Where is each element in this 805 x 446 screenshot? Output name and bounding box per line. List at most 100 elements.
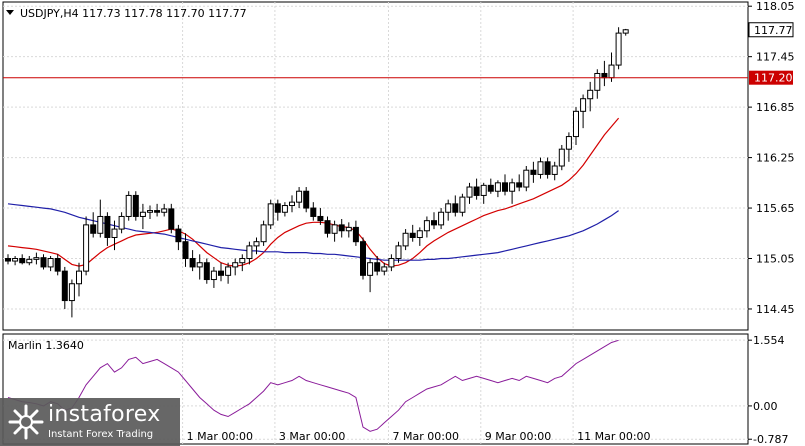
bear-candle-body [324,220,331,234]
instaforex-logo: instaforex Instant Forex Trading [0,398,180,446]
bear-candle-body [5,258,11,262]
candle [161,203,168,217]
bear-candle-body [303,190,310,209]
bull-candle-body [367,262,374,276]
candle [381,262,388,276]
bear-candle-body [175,228,182,243]
bull-candle-body [232,262,239,268]
bull-candle-body [402,232,409,247]
bear-candle-body [409,232,416,238]
bull-candle-body [139,211,146,217]
candle [345,222,352,238]
bear-candle-body [502,182,508,192]
bull-candle-body [225,266,232,276]
candle [61,266,68,309]
bull-candle-body [296,190,303,203]
bull-candle-body [111,228,118,238]
bull-candle-body [289,201,295,207]
bull-candle-body [260,224,267,243]
candle [431,212,437,230]
candle [587,81,594,112]
bear-candle-body [516,182,523,188]
bull-candle-body [438,211,445,226]
bear-candle-body [154,210,161,213]
bull-candle-body [416,230,423,238]
price-tick-label: 117.45 [756,51,795,64]
candle [516,174,523,192]
bear-candle-body [530,169,537,175]
candle [19,254,26,265]
bear-candle-body [54,258,61,272]
candle [239,254,246,272]
price-pane[interactable]: USDJPY,H4 117.73 117.78 117.70 117.77 [2,1,749,331]
time-tick-label: 1 Mar 00:00 [187,430,253,443]
price-tick-label: 118.05 [756,0,795,13]
indicator-axis[interactable]: 1.554 0.00 -0.787 [748,334,788,446]
bear-candle-body [431,220,437,226]
bull-candle-body [388,258,395,268]
candle [218,262,224,282]
instaforex-logo-icon [8,404,44,440]
price-pane-frame [2,1,749,331]
bear-candle-body [61,270,68,302]
logo-name: instaforex [48,402,161,427]
candle [132,191,139,221]
price-axis[interactable]: 118.05 117.45 116.85 116.25 115.65 115.05 114.… [748,0,795,316]
bear-candle-body [203,262,210,281]
bear-candle-body [182,241,189,260]
candle [267,199,274,230]
candle [423,216,430,238]
candle [409,224,416,242]
bull-candle-body [125,194,132,217]
bull-candle-body [147,210,153,213]
candle [338,218,345,238]
bull-candle-body [395,245,402,260]
candle [54,254,61,276]
bear-candle-body [487,184,494,192]
price-tick-label: 116.25 [756,152,795,165]
bull-candle-body [118,215,125,230]
indicator-tick-label: 0.00 [753,400,778,413]
bull-candle-body [26,258,33,264]
candle [388,254,395,272]
bear-candle-body [310,207,317,217]
indicator-tick-label: 1.554 [753,334,785,347]
bear-candle-body [218,270,224,276]
candle [360,237,366,280]
candle [573,107,579,145]
bull-candle-body [494,182,501,192]
bull-candle-body [246,245,253,260]
time-axis[interactable]: 1 Mar 00:00 3 Mar 00:00 7 Mar 00:00 9 Mar 0… [187,430,651,443]
candle [274,199,281,221]
candle [494,180,501,198]
level-price-value: 117.20 [754,72,793,85]
bull-candle-body [33,257,40,260]
candle [480,182,487,204]
bull-candle-body [622,29,629,34]
candle [622,28,629,36]
candle [246,241,253,265]
bear-candle-body [90,224,97,234]
candle [260,220,267,246]
bull-candle-body [267,203,274,226]
time-tick-label: 7 Mar 00:00 [393,430,459,443]
candle [168,203,175,234]
bull-candle-body [161,208,168,213]
time-tick-label: 3 Mar 00:00 [279,430,345,443]
bull-candle-body [459,196,466,213]
candle [104,212,111,246]
bear-candle-body [274,203,281,213]
candle [615,27,622,70]
candles [5,27,629,318]
bull-candle-body [331,224,338,234]
bull-candle-body [573,110,579,138]
bull-candle-body [76,270,82,285]
candle [537,157,544,179]
candle [26,255,33,266]
candle [210,266,217,288]
bull-candle-body [239,258,246,264]
candle [487,178,494,194]
triangle-down-icon[interactable] [6,10,14,15]
candle [310,202,317,221]
